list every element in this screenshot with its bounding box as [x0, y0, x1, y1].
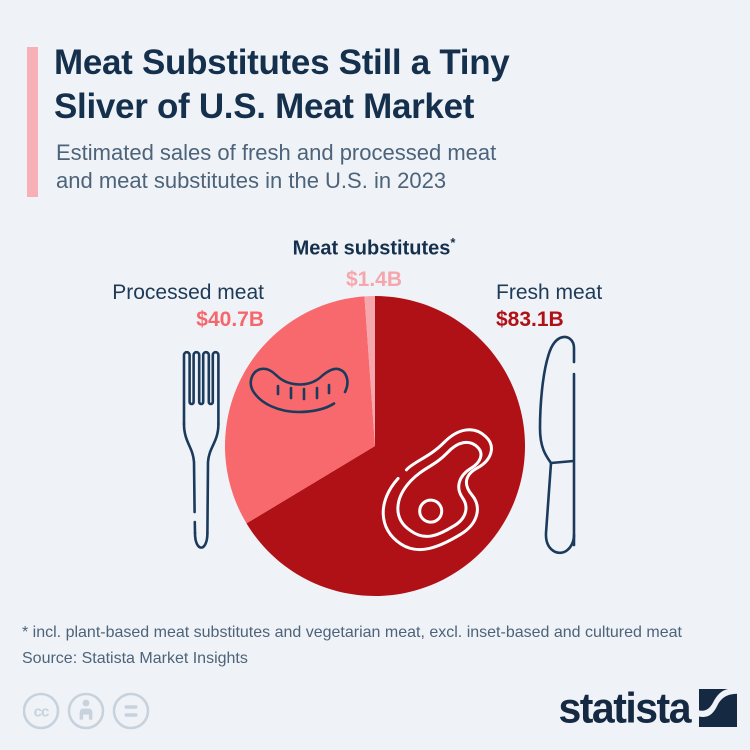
pie-slice-meat-substitutes — [364, 296, 375, 446]
steak-icon — [381, 428, 493, 552]
pie-slice-processed-meat — [225, 296, 375, 524]
chart-subtitle: Estimated sales of fresh and processed m… — [56, 139, 696, 195]
slice-name-fresh-meat: Fresh meat — [496, 281, 603, 304]
pie-slice-fresh-meat — [246, 296, 526, 596]
slice-name-meat-substitutes: Meat substitutes* — [292, 235, 456, 260]
accent-bar — [27, 47, 38, 197]
fork-icon — [182, 350, 220, 549]
subtitle-line-1: Estimated sales of fresh and processed m… — [56, 140, 497, 165]
label-fresh-meat: Fresh meat $83.1B — [496, 281, 706, 332]
footnote-block: * incl. plant-based meat substitutes and… — [22, 620, 732, 672]
title-line-1: Meat Substitutes Still a Tiny — [54, 43, 510, 82]
cc-license-icons: cc — [23, 692, 150, 730]
footnote-marker: * — [450, 235, 456, 250]
slice-value-fresh-meat: $83.1B — [496, 308, 564, 331]
label-processed-meat: Processed meat $40.7B — [64, 281, 264, 332]
title-line-2: Sliver of U.S. Meat Market — [54, 87, 475, 126]
svg-text:cc: cc — [34, 704, 49, 721]
pie-chart — [182, 296, 576, 596]
statista-wordmark: statista — [558, 684, 691, 732]
slice-name-processed-meat: Processed meat — [112, 281, 264, 304]
sausage-icon — [249, 367, 349, 414]
label-meat-substitutes: Meat substitutes* $1.4B — [244, 235, 504, 292]
source: Source: Statista Market Insights — [22, 650, 248, 667]
slice-value-processed-meat: $40.7B — [196, 308, 264, 331]
nd-equals-icon — [112, 692, 150, 730]
footnote: * incl. plant-based meat substitutes and… — [22, 624, 682, 641]
cc-icon: cc — [23, 692, 60, 730]
page-title: Meat Substitutes Still a Tiny Sliver of U… — [54, 41, 714, 129]
subtitle-line-2: and meat substitutes in the U.S. in 2023 — [56, 168, 447, 193]
slice-value-meat-substitutes: $1.4B — [345, 267, 403, 291]
by-person-icon — [67, 692, 105, 730]
statista-logo-mark — [699, 689, 737, 727]
pie-slices — [225, 296, 526, 596]
knife-icon — [538, 335, 576, 555]
statista-logo: statista — [558, 684, 737, 732]
